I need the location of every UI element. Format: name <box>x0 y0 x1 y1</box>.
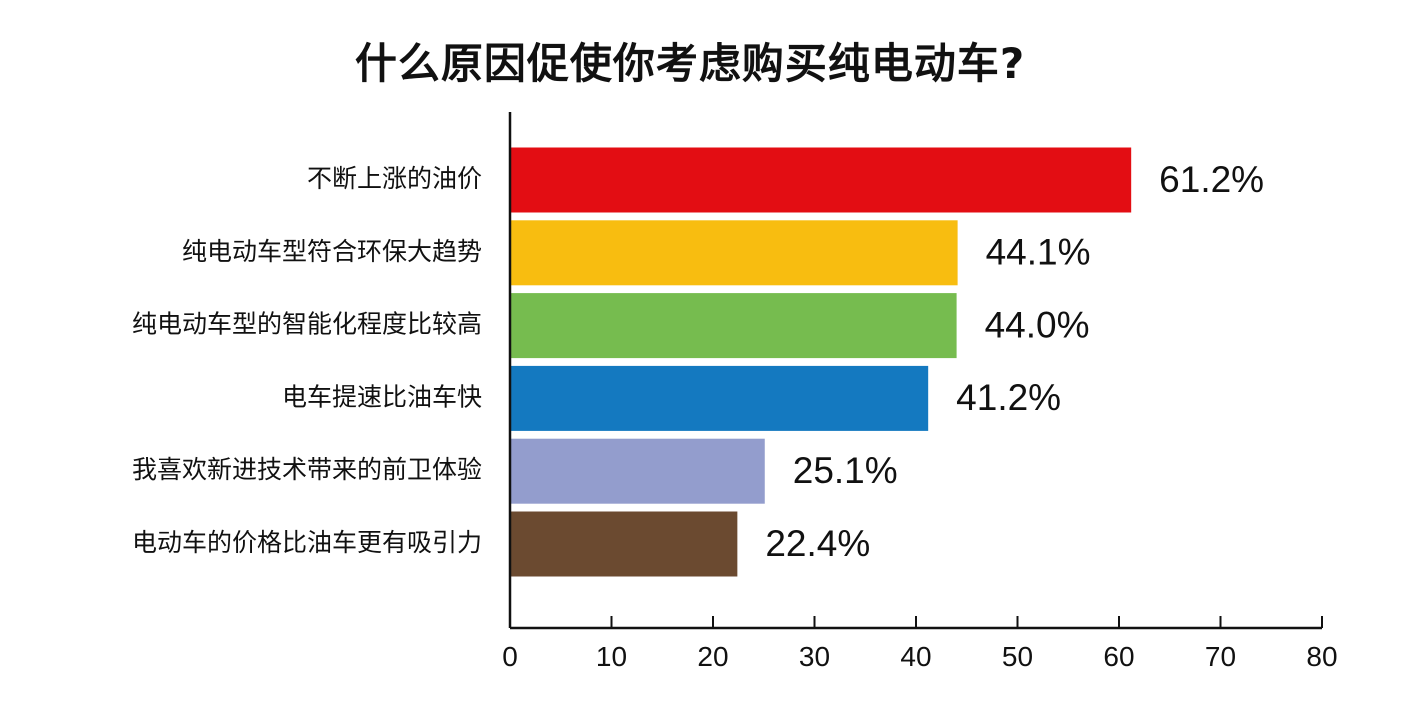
data-label: 61.2% <box>1159 159 1264 200</box>
x-tick-label: 80 <box>1306 641 1337 672</box>
category-label: 电车提速比油车快 <box>282 382 482 411</box>
x-tick-label: 70 <box>1205 641 1236 672</box>
x-ticks-layer: 0 10 20 30 40 50 60 70 80 <box>502 616 1338 672</box>
x-tick-label: 40 <box>900 641 931 672</box>
bar <box>510 438 765 504</box>
x-tick-label: 0 <box>502 641 518 672</box>
data-label: 44.1% <box>986 232 1091 273</box>
x-tick-label: 30 <box>799 641 830 672</box>
data-label: 25.1% <box>793 450 898 491</box>
chart-title: 什么原因促使你考虑购买纯电动车? <box>354 39 1026 88</box>
bar <box>510 220 958 286</box>
x-tick-label: 10 <box>596 641 627 672</box>
data-label: 22.4% <box>765 523 870 564</box>
bar <box>510 147 1132 213</box>
bar <box>510 511 738 577</box>
x-tick-label: 50 <box>1002 641 1033 672</box>
data-label: 44.0% <box>985 304 1090 345</box>
category-label: 不断上涨的油价 <box>307 164 482 193</box>
bars-layer: 不断上涨的油价 61.2% 纯电动车型符合环保大趋势 44.1% 纯电动车型的智能化程度… <box>132 147 1264 577</box>
category-label: 我喜欢新进技术带来的前卫体验 <box>132 455 482 484</box>
category-label: 纯电动车型的智能化程度比较高 <box>132 310 482 339</box>
bar <box>510 365 929 431</box>
category-label: 电动车的价格比油车更有吸引力 <box>132 528 482 557</box>
data-label: 41.2% <box>956 377 1061 418</box>
x-tick-label: 60 <box>1103 641 1134 672</box>
bar <box>510 293 957 359</box>
x-tick-label: 20 <box>697 641 728 672</box>
category-label: 纯电动车型符合环保大趋势 <box>182 237 482 266</box>
